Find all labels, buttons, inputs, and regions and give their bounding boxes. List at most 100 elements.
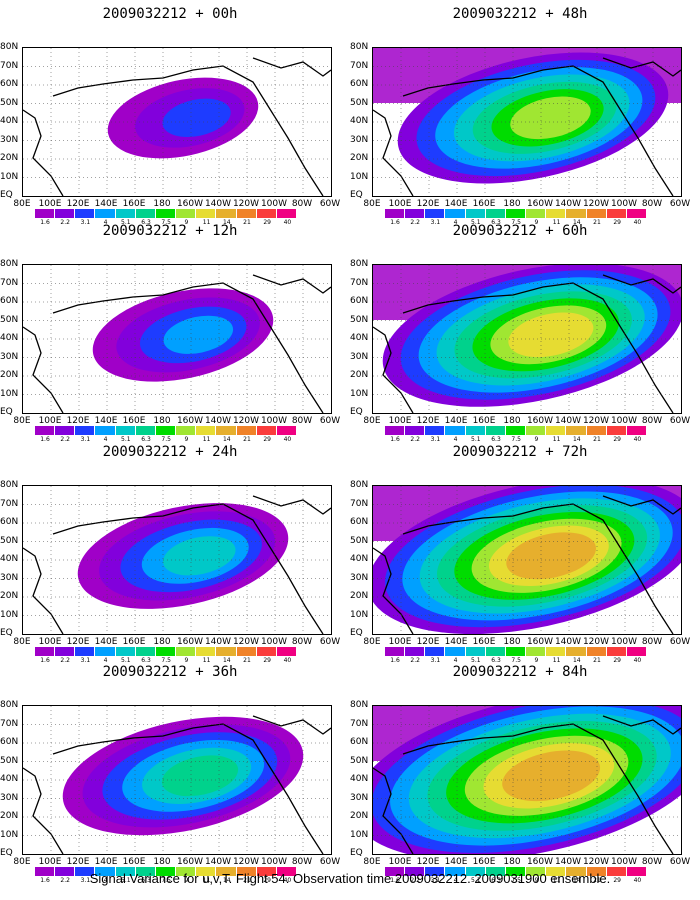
colorbar-label: 6.3 — [141, 657, 151, 664]
latitude-label: 60N — [0, 517, 19, 527]
colorbar-label: 1.6 — [390, 657, 400, 664]
colorbar-label: 4 — [453, 436, 458, 443]
colorbar-label: 11 — [202, 877, 211, 884]
colorbar-swatch — [586, 426, 607, 435]
latitude-label: 50N — [0, 314, 19, 325]
longitude-label: 160W — [526, 857, 554, 867]
colorbar-swatch — [606, 867, 627, 876]
colorbar-labels: 1.6 2.2 3.1 4 5.1 6.3 7.5 9 11 14 21 29 40 — [385, 877, 647, 885]
latitude-label: 20N — [0, 153, 19, 163]
colorbar-label: 5.1 — [471, 219, 481, 226]
longitude-label: 180 — [153, 637, 171, 647]
figure-caption: Signal Variance for u,v,T. Flight 54. Ob… — [89, 871, 611, 886]
longitude-label: 140W — [554, 857, 582, 867]
colorbar-swatch — [385, 209, 406, 218]
map-panel: 2009032212 + 36h 80N 70N 60N 50N 40N 30N 20N 10N… — [0, 663, 340, 884]
colorbar-label: 21 — [593, 657, 601, 664]
colorbar-label: 14 — [222, 436, 231, 443]
colorbar-label: 21 — [593, 436, 601, 443]
longitude-label: 180 — [503, 637, 521, 647]
map-plot — [372, 705, 682, 855]
colorbar-swatch — [546, 209, 567, 218]
colorbar-label: 3.1 — [430, 436, 441, 443]
colorbar-swatch — [155, 867, 177, 876]
longitude-label: 60W — [669, 637, 691, 647]
longitude-label: 140W — [204, 199, 232, 209]
longitude-label: 100W — [260, 637, 288, 647]
latitude-label: 60N — [0, 79, 19, 89]
colorbar-label: 6.3 — [491, 657, 501, 664]
colorbar-label: 11 — [552, 436, 561, 443]
colorbar-label: 5.1 — [121, 219, 131, 226]
longitude-label: 140E — [444, 416, 468, 426]
colorbar-label: 40 — [283, 436, 292, 443]
colorbar-label: 29 — [263, 877, 272, 884]
colorbar-label: 7.5 — [511, 877, 521, 884]
colorbar-label: 4 — [103, 657, 108, 664]
latitude-label: 30N — [0, 134, 19, 145]
colorbar-swatch — [445, 867, 466, 876]
colorbar-label: 9 — [184, 877, 189, 884]
latitude-label: 10N — [350, 388, 369, 399]
colorbar-swatch — [256, 426, 277, 435]
colorbar-label: 1.6 — [40, 219, 50, 226]
longitude-label: 60W — [319, 637, 341, 647]
colorbar-labels: 1.6 2.2 3.1 4 5.1 6.3 7.5 9 11 14 21 29 40 — [35, 219, 297, 227]
map-plot — [22, 47, 332, 197]
variance-field — [373, 706, 681, 854]
longitude-label: 60W — [319, 199, 341, 209]
colorbar-label: 2.2 — [60, 436, 70, 443]
colorbar-labels: 1.6 2.2 3.1 4 5.1 6.3 7.5 9 11 14 21 29 40 — [385, 436, 647, 444]
colorbar-swatch — [236, 647, 257, 656]
colorbar-label: 7.5 — [161, 436, 171, 443]
colorbar-label: 4 — [103, 877, 108, 884]
colorbar-swatch — [485, 867, 506, 876]
longitude-label: 120E — [416, 857, 440, 867]
latitude-label: EQ — [350, 407, 363, 417]
colorbar-swatch — [35, 209, 56, 218]
colorbar-swatch — [405, 426, 426, 435]
colorbar-swatch — [216, 647, 237, 656]
longitude-label: 160W — [526, 637, 554, 647]
colorbar-swatch — [155, 426, 177, 435]
longitude-label: 120E — [416, 416, 440, 426]
latitude-label: 30N — [0, 572, 19, 583]
colorbar-label: 40 — [283, 657, 292, 664]
colorbar-label: 3.1 — [80, 219, 91, 226]
latitude-label: 10N — [0, 171, 19, 182]
latitude-label: 60N — [350, 517, 369, 527]
colorbar-label: 2.2 — [410, 436, 420, 443]
latitude-label: 80N — [0, 42, 19, 52]
colorbar-swatch — [626, 647, 648, 656]
longitude-label: 80W — [641, 857, 663, 867]
panel-title: 2009032212 + 00h — [102, 6, 238, 22]
longitude-label: 100W — [260, 199, 288, 209]
latitude-label: 50N — [350, 314, 369, 325]
longitude-label: 80W — [291, 637, 313, 647]
longitude-label: 80E — [363, 199, 381, 209]
longitude-label: 120W — [582, 416, 610, 426]
variance-field — [373, 486, 681, 634]
longitude-label: 180 — [503, 857, 521, 867]
colorbar-swatch — [236, 426, 257, 435]
map-panel: 2009032212 + 84h 80N 70N 60N 50N 40N 30N 20N 10N… — [350, 663, 690, 884]
colorbar-label: 9 — [534, 657, 539, 664]
colorbar-label: 29 — [613, 877, 622, 884]
latitude-label: 70N — [350, 60, 369, 71]
colorbar-swatch — [55, 426, 76, 435]
longitude-label: 180 — [503, 199, 521, 209]
colorbar-swatch — [135, 426, 156, 435]
colorbar-label: 3.1 — [80, 657, 91, 664]
colorbar-swatch — [465, 867, 486, 876]
colorbar-label: 5.1 — [471, 877, 481, 884]
longitude-label: 80W — [641, 416, 663, 426]
colorbar-label: 9 — [184, 219, 189, 226]
latitude-label: 80N — [350, 259, 369, 269]
latitude-label: 50N — [350, 755, 369, 766]
variance-field — [373, 48, 681, 196]
map-plot — [22, 485, 332, 635]
latitude-label: 40N — [350, 554, 369, 564]
colorbar-swatch — [546, 426, 567, 435]
colorbar-swatch — [115, 209, 136, 218]
longitude-label: 160W — [176, 857, 204, 867]
